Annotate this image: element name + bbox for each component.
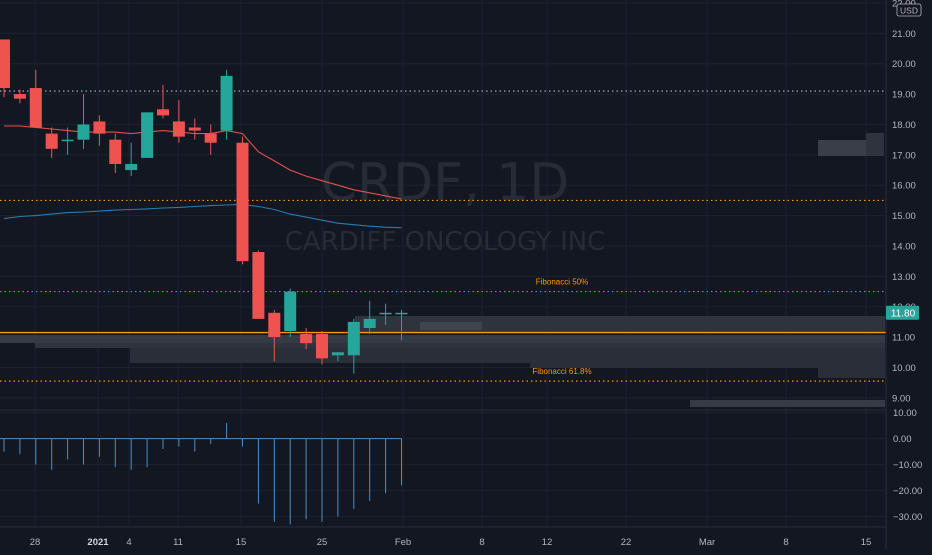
price-tick-label: 16.00 [892, 181, 916, 192]
time-tick-label: 15 [236, 537, 247, 548]
candle-body [268, 312, 281, 338]
candle-body [284, 291, 297, 332]
oscillator-axis[interactable]: 10.00 0.00 −10.00 −20.00 −30.00 [893, 408, 922, 523]
price-tick-label: 21.00 [892, 29, 916, 40]
time-tick-label: 8 [783, 537, 788, 548]
last-price-label: 11.80 [891, 308, 916, 319]
candle-body [0, 39, 10, 89]
candle-body [395, 312, 408, 315]
ma-red-line [4, 125, 402, 200]
candle-body [45, 133, 58, 149]
price-tick-label: 10.00 [892, 363, 916, 374]
price-tick-label: 15.00 [892, 211, 916, 222]
ma-blue-line [3, 203, 402, 229]
candle-body [204, 133, 217, 143]
time-tick-label: 28 [30, 537, 41, 548]
osc-tick-label: 0.00 [893, 434, 912, 445]
candle-body [188, 127, 201, 131]
time-tick-label: 15 [861, 537, 872, 548]
candle-body [61, 139, 74, 142]
time-tick-label: Mar [699, 537, 715, 548]
time-tick-label: 8 [479, 537, 484, 548]
vp-bar-7 [818, 368, 885, 378]
last-price-marker: 11.80 [886, 305, 919, 320]
time-tick-label: Feb [395, 537, 411, 548]
vp-bar-10 [866, 133, 884, 156]
candle-body [141, 112, 154, 158]
candle-body [331, 352, 344, 356]
time-tick-label: 25 [317, 537, 328, 548]
osc-tick-label: −20.00 [893, 486, 922, 497]
currency-label: USD [900, 6, 918, 16]
candle-body [252, 252, 265, 319]
candles-layer [0, 39, 408, 374]
vp-bar-8 [690, 400, 885, 407]
vp-bar-3 [130, 348, 885, 363]
time-tick-label: 4 [126, 537, 131, 548]
time-tick-label: 2021 [87, 537, 109, 548]
candle-body [316, 334, 328, 359]
candle-body [29, 88, 42, 128]
candle-body [109, 139, 122, 164]
price-tick-label: 18.00 [892, 120, 916, 131]
time-tick-label: 22 [621, 537, 632, 548]
vp-bar-5 [420, 322, 482, 330]
price-tick-label: 20.00 [892, 59, 916, 70]
price-tick-label: 19.00 [892, 90, 916, 101]
candle-body [125, 163, 138, 171]
currency-badge[interactable]: USD [896, 3, 922, 17]
price-tick-label: 17.00 [892, 150, 916, 161]
candle-body [300, 334, 313, 344]
candle-body [347, 321, 360, 356]
grid-layer [0, 0, 886, 527]
osc-tick-label: −10.00 [893, 460, 922, 471]
price-tick-label: 14.00 [892, 241, 916, 252]
vp-bar-4 [355, 316, 885, 332]
candle-body [220, 75, 233, 131]
vp-bar-6 [530, 363, 885, 368]
symbol-watermark: CRDF, 1D [321, 153, 570, 213]
ma-layer [3, 125, 402, 229]
price-tick-label: 9.00 [892, 393, 911, 404]
osc-layer [0, 423, 402, 525]
hlines-layer: Fibonacci 50% Fibonacci 61.8% [0, 90, 886, 382]
price-axis[interactable]: 9.0010.0011.0012.0013.0014.0015.0016.001… [892, 0, 916, 404]
candle-body [13, 94, 26, 99]
time-tick-label: 11 [173, 537, 183, 548]
candle-body [77, 124, 90, 140]
candle-body [363, 318, 376, 328]
vp-bar-1 [0, 335, 885, 343]
time-tick-label: 12 [542, 537, 553, 548]
candle-body [172, 121, 185, 137]
candle-body [236, 142, 249, 262]
last-price-box [886, 305, 919, 320]
candle-body [93, 121, 106, 134]
price-tick-label: 13.00 [892, 272, 916, 283]
price-tick-label: 11.00 [892, 333, 915, 344]
vp-bar-2 [35, 343, 885, 348]
fib-label: Fibonacci 50% [536, 278, 588, 287]
fib-label: Fibonacci 61.8% [532, 367, 591, 376]
currency-badge-box [896, 3, 922, 17]
company-watermark: CARDIFF ONCOLOGY INC [285, 227, 606, 257]
time-axis[interactable]: 28 2021 4 11 15 25 Feb 8 12 22 Mar 8 15 [30, 537, 872, 548]
candle-body [379, 312, 392, 315]
candle-body [157, 109, 169, 116]
osc-tick-label: 10.00 [893, 408, 917, 419]
osc-tick-label: −30.00 [893, 512, 922, 523]
